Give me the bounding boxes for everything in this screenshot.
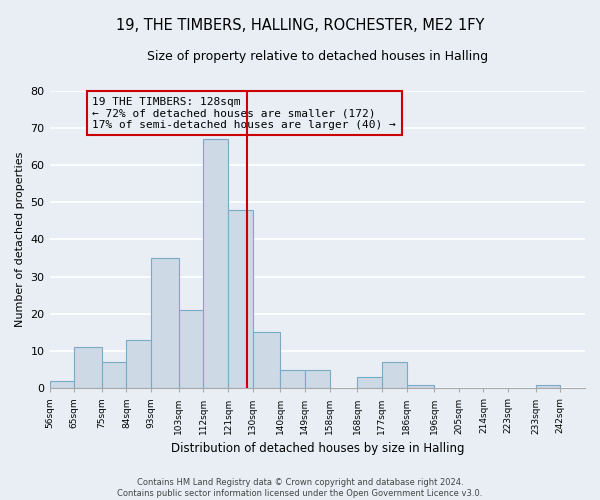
Bar (536, 384, 560, 388)
Title: Size of property relative to detached houses in Halling: Size of property relative to detached ho… (147, 50, 488, 63)
Bar (280, 370, 305, 388)
Bar (253, 332, 280, 388)
Bar (203, 139, 228, 388)
Bar (305, 370, 329, 388)
Bar (151, 258, 179, 388)
Bar (102, 362, 127, 388)
Text: 19, THE TIMBERS, HALLING, ROCHESTER, ME2 1FY: 19, THE TIMBERS, HALLING, ROCHESTER, ME2… (116, 18, 484, 32)
Bar (357, 377, 382, 388)
Text: 19 THE TIMBERS: 128sqm
← 72% of detached houses are smaller (172)
17% of semi-de: 19 THE TIMBERS: 128sqm ← 72% of detached… (92, 96, 396, 130)
Bar (382, 362, 407, 388)
Bar (50, 381, 74, 388)
Bar (228, 210, 253, 388)
Text: Contains HM Land Registry data © Crown copyright and database right 2024.
Contai: Contains HM Land Registry data © Crown c… (118, 478, 482, 498)
Bar (179, 310, 203, 388)
X-axis label: Distribution of detached houses by size in Halling: Distribution of detached houses by size … (170, 442, 464, 455)
Bar (74, 348, 102, 389)
Bar (127, 340, 151, 388)
Bar (407, 384, 434, 388)
Y-axis label: Number of detached properties: Number of detached properties (15, 152, 25, 327)
